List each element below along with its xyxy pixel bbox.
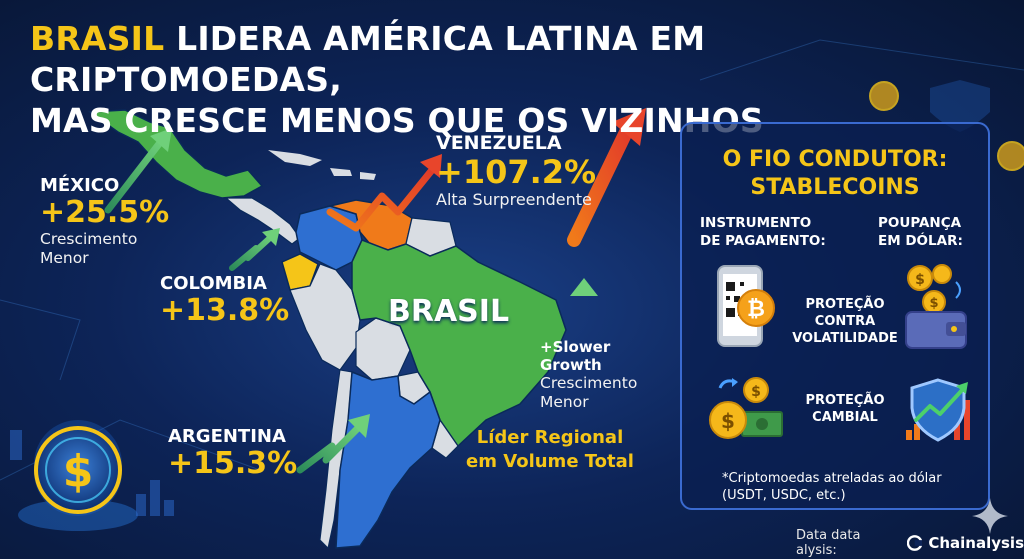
mexico-sub2: Menor [40, 249, 89, 267]
brasil-map-label: BRASIL [388, 294, 510, 329]
ecuador-shape [281, 253, 319, 291]
volatility-line2: CONTRA [814, 314, 876, 329]
title-line1: LIDERA AMÉRICA LATINA EM CRIPTOMOEDAS, [30, 19, 706, 99]
svg-text:$: $ [751, 384, 761, 400]
mexico-sub1: Crescimento [40, 230, 138, 248]
argentina-label-group: ARGENTINA +15.3% [168, 426, 297, 481]
volatility-text: PROTEÇÃO CONTRA VOLATILIDADE [790, 296, 900, 347]
savings-heading-1: POUPANÇA [878, 215, 962, 231]
panel-title-line1: O FIO CONDUTOR: [722, 147, 948, 172]
venezuela-sub: Alta Surpreendente [436, 190, 592, 209]
volatility-line3: VOLATILIDADE [792, 331, 898, 346]
svg-text:$: $ [63, 446, 94, 497]
payment-heading-2: DE PAGAMENTO: [700, 233, 826, 249]
title-line2: MAS CRESCE MENOS QUE OS VIZINHOS [30, 101, 764, 140]
mexico-name: MÉXICO [40, 175, 120, 196]
brasil-sub1: Crescimento [540, 374, 638, 392]
venezuela-name: VENEZUELA [436, 132, 562, 154]
mexico-pct: +25.5% [40, 195, 170, 230]
brasil-growth2: Growth [540, 356, 602, 374]
sparkle-icon [972, 498, 1008, 534]
source-credit: Data data alysis: Chainalysis [796, 528, 1024, 558]
currency-text: PROTEÇÃO CAMBIAL [790, 392, 900, 426]
svg-text:₿: ₿ [747, 297, 765, 322]
brazil-shape [351, 239, 567, 448]
colombia-name: COLOMBIA [160, 273, 267, 294]
brasil-growth-arrow [570, 278, 598, 335]
stablecoins-panel: O FIO CONDUTOR: STABLECOINS INSTRUMENTO … [680, 122, 990, 510]
venezuela-pct: +107.2% [436, 153, 597, 191]
savings-heading: POUPANÇA EM DÓLAR: [878, 214, 963, 250]
credit-brand: Chainalysis [928, 534, 1024, 552]
panel-title: O FIO CONDUTOR: STABLECOINS [682, 146, 988, 202]
dollar-coin-icon: $ [18, 420, 138, 531]
credit-text: Data data alysis: [796, 528, 861, 558]
volatility-line1: PROTEÇÃO [805, 297, 885, 312]
savings-heading-2: EM DÓLAR: [878, 233, 963, 249]
currency-line1: PROTEÇÃO [805, 393, 885, 408]
wallet-coins-icon: $ $ [905, 264, 967, 349]
venezuela-growth-arrow [326, 154, 442, 232]
brasil-sub2: Menor [540, 393, 589, 411]
page-title: BRASIL LIDERA AMÉRICA LATINA EM CRIPTOMO… [30, 18, 1010, 141]
panel-title-line2: STABLECOINS [750, 175, 920, 200]
svg-text:$: $ [915, 272, 925, 288]
mexico-label-group: MÉXICO +25.5% Crescimento Menor [40, 175, 169, 268]
payment-heading: INSTRUMENTO DE PAGAMENTO: [700, 214, 826, 250]
central-america-shape [224, 197, 301, 245]
colombia-growth-arrow [229, 228, 280, 271]
currency-line2: CAMBIAL [812, 410, 878, 425]
title-highlight: BRASIL [30, 19, 165, 58]
brasil-leader-group: Líder Regional em Volume Total [450, 426, 650, 474]
brasil-leader2: em Volume Total [466, 451, 634, 472]
colombia-label-group: COLOMBIA +13.8% [160, 273, 289, 328]
chainalysis-logo-icon [906, 535, 923, 551]
venezuela-label-group: VENEZUELA +107.2% Alta Surpreendente [436, 132, 596, 209]
argentina-shape [335, 370, 441, 549]
stablecoin-footnote: *Criptomoedas atreladas ao dólar (USDT, … [722, 470, 942, 504]
brasil-growth-group: +Slower Growth Crescimento Menor [540, 338, 637, 412]
brasil-leader1: Líder Regional [476, 427, 624, 448]
colombia-pct: +13.8% [160, 293, 290, 328]
argentina-name: ARGENTINA [168, 426, 286, 447]
footnote-line2: (USDT, USDC, etc.) [722, 488, 846, 503]
brasil-growth1: +Slower [540, 338, 611, 356]
argentina-growth-arrow [296, 414, 370, 474]
venezuela-big-arrow [567, 108, 646, 247]
phone-qr-bitcoin-icon: ₿ [717, 265, 775, 347]
mexico-growth-arrow [104, 128, 172, 214]
shield-chart-icon [906, 378, 970, 442]
svg-text:$: $ [929, 296, 938, 311]
footnote-line1: *Criptomoedas atreladas ao dólar [722, 471, 942, 486]
svg-text:$: $ [721, 409, 735, 433]
argentina-pct: +15.3% [168, 446, 298, 481]
coins-cash-icon: $ $ [709, 377, 783, 439]
payment-heading-1: INSTRUMENTO [700, 215, 812, 231]
